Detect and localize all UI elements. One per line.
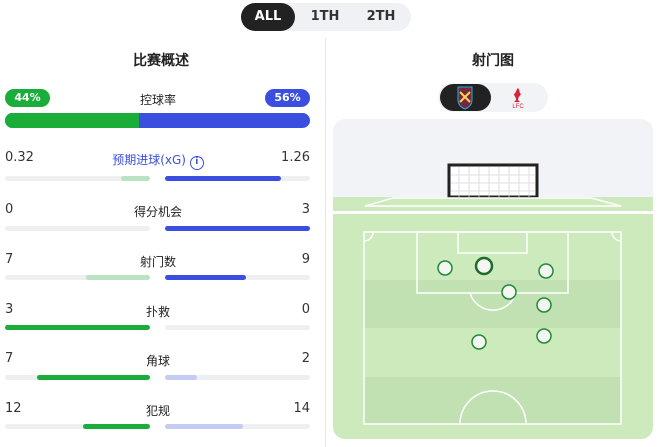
away-stat-value: 1.26 xyxy=(281,150,310,165)
stat-label-text: 得分机会 xyxy=(133,205,182,219)
away-stat-bar xyxy=(165,176,310,181)
away-stat-value: 14 xyxy=(293,401,310,416)
shot-marker[interactable] xyxy=(536,297,552,313)
away-stat-value: 9 xyxy=(301,252,310,267)
home-possession-badge: 44% xyxy=(5,89,50,107)
stat-label: 犯规 xyxy=(68,402,248,419)
away-stat-value: 2 xyxy=(301,351,310,366)
pitch xyxy=(333,163,653,439)
shotmap-title: 射门图 xyxy=(472,53,514,69)
home-stat-fill xyxy=(36,375,150,380)
overview-title: 比赛概述 xyxy=(133,53,189,69)
home-stat-fill xyxy=(121,176,150,181)
home-stat-bar xyxy=(5,226,150,231)
away-stat-bar xyxy=(165,375,310,380)
possession-label: 控球率 xyxy=(139,93,176,107)
home-stat-value: 0.32 xyxy=(5,150,34,165)
team-liverpool-button[interactable]: LFC xyxy=(506,86,530,114)
away-stat-fill xyxy=(165,375,197,380)
shot-marker[interactable] xyxy=(538,263,554,279)
home-stat-bar xyxy=(5,275,150,280)
home-stat-bar xyxy=(5,176,150,181)
home-stat-bar xyxy=(5,424,150,429)
stat-label-text: 射门数 xyxy=(139,255,176,269)
shot-marker[interactable] xyxy=(501,284,517,300)
home-stat-bar xyxy=(5,325,150,330)
away-stat-value: 3 xyxy=(301,202,310,217)
info-icon[interactable]: i xyxy=(189,156,204,170)
away-stat-bar xyxy=(165,424,310,429)
away-stat-fill xyxy=(165,226,310,231)
period-tabs: ALL 1TH 2TH xyxy=(241,3,411,31)
tab-1th[interactable]: 1TH xyxy=(310,9,340,24)
away-stat-value: 0 xyxy=(301,302,310,317)
tab-all[interactable]: ALL xyxy=(241,3,295,31)
divider xyxy=(325,38,326,447)
shot-marker[interactable] xyxy=(471,334,487,350)
shot-marker[interactable] xyxy=(536,328,552,344)
stat-label: 扑救 xyxy=(68,303,248,320)
home-stat-value: 7 xyxy=(5,252,14,267)
away-stat-fill xyxy=(165,424,244,429)
stat-label-text: 预期进球(xG) xyxy=(112,153,186,167)
home-stat-value: 12 xyxy=(5,401,22,416)
team-switch: LFC xyxy=(438,83,548,112)
stat-label: 预期进球(xG) i xyxy=(68,151,248,170)
home-stat-fill xyxy=(86,275,150,280)
away-stat-bar xyxy=(165,325,310,330)
svg-text:LFC: LFC xyxy=(512,104,524,110)
home-stat-fill xyxy=(83,424,150,429)
home-stat-value: 0 xyxy=(5,202,14,217)
home-stat-bar xyxy=(5,375,150,380)
stat-label: 角球 xyxy=(68,352,248,369)
home-stat-value: 3 xyxy=(5,302,14,317)
away-possession-badge: 56% xyxy=(265,89,310,107)
away-stat-bar xyxy=(165,226,310,231)
stat-label-text: 犯规 xyxy=(145,404,170,418)
goal xyxy=(447,163,539,199)
shot-marker[interactable] xyxy=(437,260,453,276)
stat-label: 得分机会 xyxy=(68,203,248,220)
possession-bar xyxy=(5,113,310,128)
stat-label: 射门数 xyxy=(68,253,248,270)
liverpool-crest-icon: LFC xyxy=(512,88,524,110)
stat-label-text: 扑救 xyxy=(145,305,170,319)
away-stat-bar xyxy=(165,275,310,280)
team-west-ham-button[interactable] xyxy=(440,84,491,111)
west-ham-crest-icon xyxy=(457,86,473,110)
stat-label-text: 角球 xyxy=(145,354,170,368)
home-stat-fill xyxy=(5,325,150,330)
home-possession-fill xyxy=(5,113,140,128)
away-stat-fill xyxy=(165,275,247,280)
away-stat-fill xyxy=(165,176,281,181)
tab-2th[interactable]: 2TH xyxy=(366,9,396,24)
shot-map xyxy=(333,119,653,439)
home-stat-value: 7 xyxy=(5,351,14,366)
shot-marker[interactable] xyxy=(474,256,494,276)
